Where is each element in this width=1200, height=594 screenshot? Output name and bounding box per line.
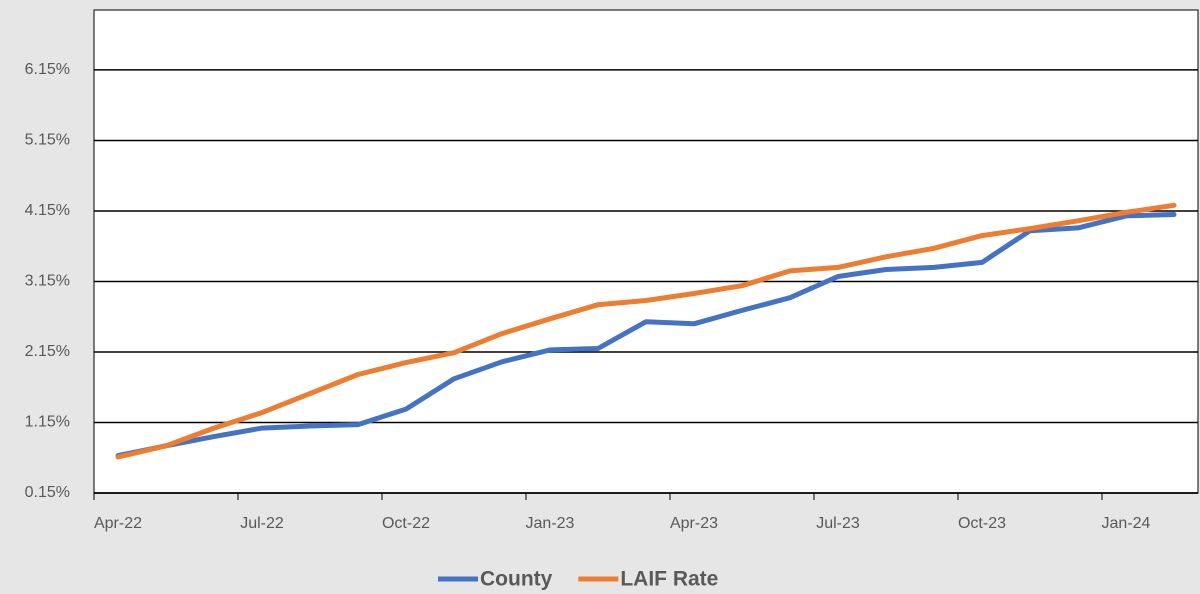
series-line bbox=[115, 202, 1177, 460]
x-tick-label: Oct-23 bbox=[958, 515, 1006, 532]
plot-area bbox=[93, 9, 1199, 494]
y-tick-label: 5.15% bbox=[25, 132, 70, 149]
y-tick-label: 6.15% bbox=[25, 61, 70, 78]
legend: County LAIF Rate bbox=[438, 568, 718, 591]
x-tick-label: Jul-23 bbox=[816, 515, 860, 532]
x-tick-label: Oct-22 bbox=[382, 515, 430, 532]
x-tick-label: Jul-22 bbox=[240, 515, 284, 532]
x-tick-label: Jan-24 bbox=[1102, 515, 1151, 532]
y-tick-label: 3.15% bbox=[25, 273, 70, 290]
series-line bbox=[115, 212, 1177, 459]
x-tick-label: Apr-22 bbox=[94, 515, 142, 532]
y-tick-label: 1.15% bbox=[25, 414, 70, 431]
y-tick-label: 4.15% bbox=[25, 202, 70, 219]
y-tick-label: 2.15% bbox=[25, 343, 70, 360]
legend-label: County bbox=[480, 568, 553, 591]
legend-label: LAIF Rate bbox=[620, 568, 718, 591]
x-tick-label: Apr-23 bbox=[670, 515, 718, 532]
y-tick-label: 0.15% bbox=[25, 484, 70, 501]
x-tick-label: Jan-23 bbox=[526, 515, 575, 532]
